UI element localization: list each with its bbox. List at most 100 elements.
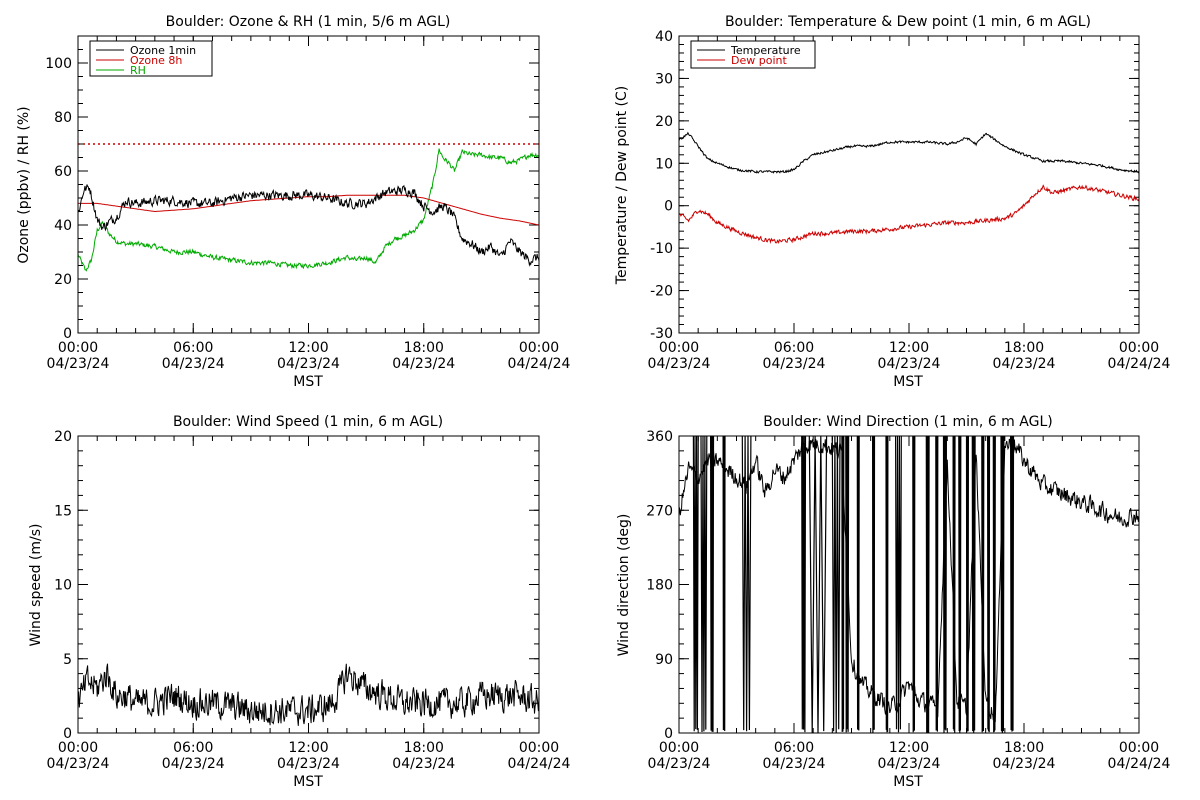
direction-wrap-spike xyxy=(801,435,807,733)
x-tick-label-time: 00:00 xyxy=(1119,740,1159,756)
x-tick-label-date: 04/23/24 xyxy=(392,356,455,372)
x-tick-label-time: 18:00 xyxy=(404,340,444,356)
x-tick-label-date: 04/23/24 xyxy=(993,756,1056,772)
y-tick-label: 10 xyxy=(655,156,673,172)
series-lines xyxy=(77,143,540,272)
direction-wrap-spike xyxy=(808,435,828,734)
series-line-wind-speed xyxy=(77,663,540,726)
x-tick-label-date: 04/23/24 xyxy=(162,356,225,372)
y-tick-label: 0 xyxy=(63,326,72,342)
y-tick-label: 90 xyxy=(655,652,673,668)
y-tick-label: 0 xyxy=(664,726,673,742)
x-tick-label-time: 12:00 xyxy=(889,740,929,756)
chart-title: Boulder: Wind Direction (1 min, 6 m AGL) xyxy=(763,414,1052,430)
series-line-rh xyxy=(77,148,540,272)
panel-ozone-rh: Boulder: Ozone & RH (1 min, 5/6 m AGL) M… xyxy=(16,14,571,390)
y-tick-label: 30 xyxy=(655,71,673,87)
x-tick-label-time: 00:00 xyxy=(1119,340,1159,356)
plot-frame xyxy=(77,435,540,734)
direction-wrap-spike xyxy=(992,435,996,733)
x-axis-label: MST xyxy=(893,774,923,790)
tick-group: -30-20-1001020304000:0004/23/2406:0004/2… xyxy=(648,29,1171,372)
direction-wrap-spike xyxy=(958,435,962,733)
panel-wind-speed: Boulder: Wind Speed (1 min, 6 m AGL) MST… xyxy=(28,414,571,790)
x-axis-label: MST xyxy=(293,374,323,390)
series-lines xyxy=(678,131,1140,245)
y-tick-label: 360 xyxy=(646,429,673,445)
x-tick-label-time: 12:00 xyxy=(288,740,328,756)
x-tick-label-date: 04/23/24 xyxy=(648,356,711,372)
x-tick-label-date: 04/24/24 xyxy=(1108,356,1171,372)
legend-label-dew-point: Dew point xyxy=(731,54,787,67)
direction-wrap-spike xyxy=(965,435,970,733)
legend-box xyxy=(690,40,816,69)
x-tick-label-date: 04/23/24 xyxy=(47,356,110,372)
direction-wrap-spike xyxy=(692,435,699,732)
series-lines xyxy=(678,435,1140,734)
direction-wrap-spike xyxy=(845,435,850,733)
x-tick-label-date: 04/24/24 xyxy=(508,356,571,372)
direction-wrap-spike xyxy=(986,435,991,733)
y-tick-label: 20 xyxy=(54,429,72,445)
plot-frame xyxy=(678,435,1140,734)
y-tick-label: 5 xyxy=(63,652,72,668)
direction-wrap-spike xyxy=(722,435,726,732)
x-tick-label-time: 06:00 xyxy=(173,340,213,356)
y-axis-label: Wind speed (m/s) xyxy=(28,524,44,647)
direction-wrap-spike xyxy=(952,435,956,733)
x-tick-label-date: 04/23/24 xyxy=(878,756,941,772)
direction-wrap-spike xyxy=(831,435,841,733)
direction-wrap-spike xyxy=(935,435,939,732)
x-tick-label-date: 04/23/24 xyxy=(47,756,110,772)
y-tick-label: 0 xyxy=(664,199,673,215)
x-tick-label-time: 00:00 xyxy=(519,740,559,756)
x-axis-label: MST xyxy=(293,774,323,790)
x-tick-label-time: 12:00 xyxy=(889,340,929,356)
legend-label-rh: RH xyxy=(130,64,146,77)
y-tick-label: 60 xyxy=(54,164,72,180)
y-axis-label: Wind direction (deg) xyxy=(616,514,632,657)
panel-temp-dewpoint: Boulder: Temperature & Dew point (1 min,… xyxy=(614,14,1171,390)
x-tick-label-date: 04/23/24 xyxy=(763,756,826,772)
x-tick-label-time: 00:00 xyxy=(659,340,699,356)
x-tick-label-date: 04/24/24 xyxy=(1108,756,1171,772)
direction-wrap-spike xyxy=(1000,435,1005,733)
x-tick-label-date: 04/23/24 xyxy=(162,756,225,772)
tick-group: 02040608010000:0004/23/2406:0004/23/2412… xyxy=(45,36,571,372)
direction-wrap-spike xyxy=(912,435,916,733)
x-tick-label-time: 00:00 xyxy=(58,340,98,356)
series-line-dew-point xyxy=(678,184,1140,245)
direction-wrap-spike xyxy=(741,435,752,732)
legend: Temperature Dew point xyxy=(690,40,816,69)
plot-frame xyxy=(77,35,540,334)
x-tick-label-time: 18:00 xyxy=(1004,740,1044,756)
x-tick-label-date: 04/23/24 xyxy=(392,756,455,772)
legend-label-ozone-1min: Ozone 1min xyxy=(130,44,196,57)
direction-wrap-spike xyxy=(942,435,948,733)
y-tick-label: 20 xyxy=(54,272,72,288)
x-tick-label-date: 04/23/24 xyxy=(763,356,826,372)
y-tick-label: -10 xyxy=(650,241,673,257)
y-tick-label: 15 xyxy=(54,503,72,519)
series-lines xyxy=(77,663,540,726)
y-tick-label: -20 xyxy=(650,284,673,300)
chart-title: Boulder: Ozone & RH (1 min, 5/6 m AGL) xyxy=(166,14,451,30)
tick-group: 09018027036000:0004/23/2406:0004/23/2412… xyxy=(646,429,1170,772)
legend-label-ozone-8h: Ozone 8h xyxy=(130,54,182,67)
direction-wrap-spike xyxy=(925,435,930,733)
x-tick-label-time: 12:00 xyxy=(288,340,328,356)
y-tick-label: 40 xyxy=(54,218,72,234)
direction-wrap-spike xyxy=(709,435,715,732)
series-line-ozone-8h xyxy=(78,194,540,226)
direction-wrap-spike xyxy=(971,435,976,733)
x-tick-label-date: 04/23/24 xyxy=(277,356,340,372)
series-line-ozone-1min xyxy=(77,184,540,267)
y-axis-label: Temperature / Dew point (C) xyxy=(614,86,630,285)
series-line-temperature xyxy=(678,131,1140,174)
y-tick-label: 180 xyxy=(646,578,673,594)
plot-frame xyxy=(678,35,1140,334)
direction-wrap-spike xyxy=(885,435,889,733)
legend: Ozone 1min Ozone 8h RH xyxy=(89,40,213,77)
legend-label-temperature: Temperature xyxy=(730,44,801,57)
